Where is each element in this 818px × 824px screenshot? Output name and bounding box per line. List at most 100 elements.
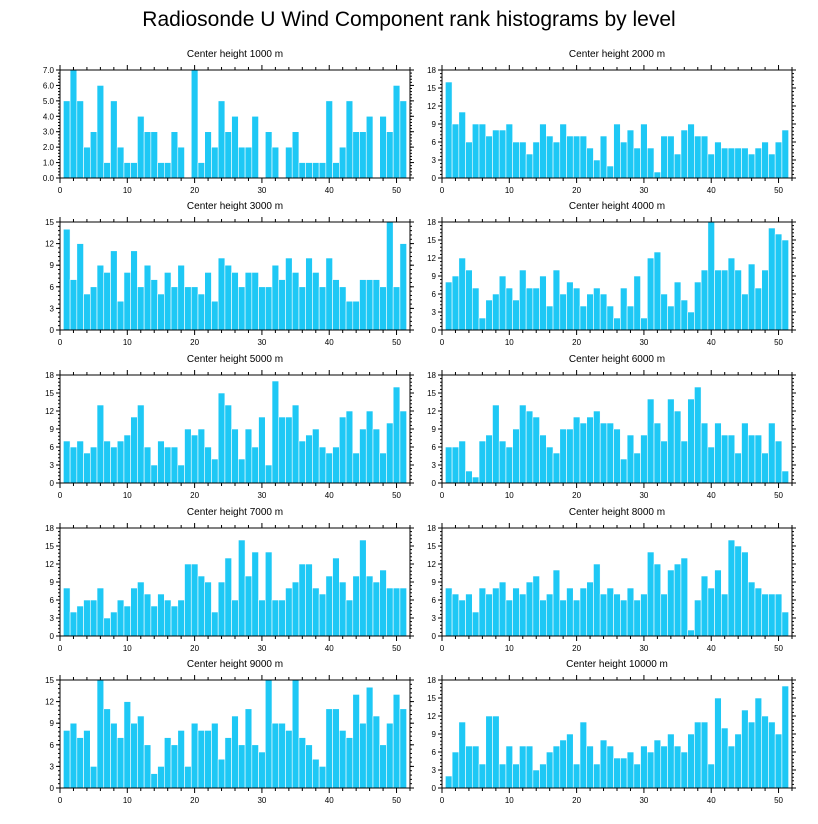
y-tick-label: 15 [45,676,54,685]
histogram-bar [386,221,394,331]
panel-2000m: Center height 2000 m 0 3 6 9 12 15 18 0 10 20 30 40 5… [400,46,800,198]
histogram-bar [137,715,145,789]
histogram-bar [667,305,675,331]
histogram-bar [116,737,125,789]
histogram-bar [238,146,246,179]
histogram-bar [599,293,608,331]
histogram-bar [386,422,394,484]
histogram-bar [96,587,105,637]
histogram-bar [633,275,641,331]
histogram-bar [687,123,695,179]
x-tick-label: 20 [572,186,581,195]
histogram-bar [714,697,722,789]
histogram-bar [586,581,594,637]
histogram-bar [519,141,527,179]
histogram-bar [781,129,789,179]
histogram-bar [512,428,520,484]
histogram-bar [123,605,131,637]
y-tick-label: 6 [50,596,55,605]
histogram-bar [379,115,387,179]
histogram-bar [721,269,729,331]
histogram-bar [532,141,540,179]
x-tick-label: 30 [639,644,648,653]
histogram-bar [620,599,628,637]
histogram-bar [116,300,125,331]
x-tick-label: 50 [392,644,401,653]
histogram-bar [157,593,165,637]
histogram-bar [505,123,513,179]
histogram-bar [525,287,534,331]
x-tick-label: 10 [505,796,514,805]
histogram-bar [339,581,347,637]
histogram-bar [586,416,594,484]
histogram-bar [485,715,493,789]
histogram-bar [211,146,219,179]
histogram-bar [485,593,493,637]
histogram-bar [110,250,118,331]
histogram-bar [137,404,145,484]
histogram-bar [164,599,172,637]
x-tick-label: 0 [440,491,445,500]
histogram-bar [559,739,567,789]
x-tick-label: 0 [58,338,63,347]
histogram-bar [579,422,588,484]
histogram-bar [184,766,192,789]
histogram-bar [392,587,401,637]
histogram-bar [238,458,246,484]
histogram-bar [747,721,756,789]
histogram-bar [217,581,226,637]
histogram-bar [197,162,206,179]
histogram-bar [593,287,601,331]
histogram-bar [224,264,232,331]
histogram-bar [566,281,574,331]
histogram-bar [89,766,98,789]
histogram-bar [177,146,185,179]
y-tick-label: 18 [427,676,436,685]
histogram-bar [258,416,266,484]
histogram-bar [714,569,722,637]
x-tick-label: 20 [572,644,581,653]
histogram-bar [264,679,273,789]
y-tick-label: 15 [427,236,436,245]
panel-title: Center height 5000 m [187,354,283,365]
histogram-bar [626,587,635,637]
histogram-bar [345,737,354,789]
x-tick-label: 30 [257,644,266,653]
histogram-bar [150,131,158,179]
histogram-bar [116,440,125,484]
histogram-bar [559,123,567,179]
histogram-bar [445,281,453,331]
histogram-bar [599,135,608,179]
histogram-bar [525,745,534,789]
y-tick-label: 18 [427,66,436,75]
histogram-bar [640,593,648,637]
histogram-bar [96,679,105,789]
histogram-bar [143,446,152,484]
histogram-bar [727,434,736,484]
histogram-bar [606,587,614,637]
histogram-bar [512,299,520,331]
histogram-bar [365,279,374,331]
histogram-bar [781,470,789,484]
histogram-bar [546,593,554,637]
x-tick-label: 40 [325,338,334,347]
histogram-bar [190,286,199,331]
histogram-bar [660,440,668,484]
histogram-bar [339,730,347,789]
histogram-bar [694,386,702,484]
y-tick-label: 3 [50,461,55,470]
y-tick-label: 3 [50,304,55,313]
histogram-bar [150,279,158,331]
histogram-bar [372,428,381,484]
y-tick-label: 18 [45,371,54,380]
y-tick-label: 9 [432,730,437,739]
histogram-bar [741,709,749,789]
histogram-bar [667,569,675,637]
histogram-bar [606,745,614,789]
histogram-bar [626,434,635,484]
histogram-bar [143,593,152,637]
histogram-bar [238,286,246,331]
histogram-bar [599,422,608,484]
histogram-bar [572,416,581,484]
x-tick-label: 0 [440,644,445,653]
